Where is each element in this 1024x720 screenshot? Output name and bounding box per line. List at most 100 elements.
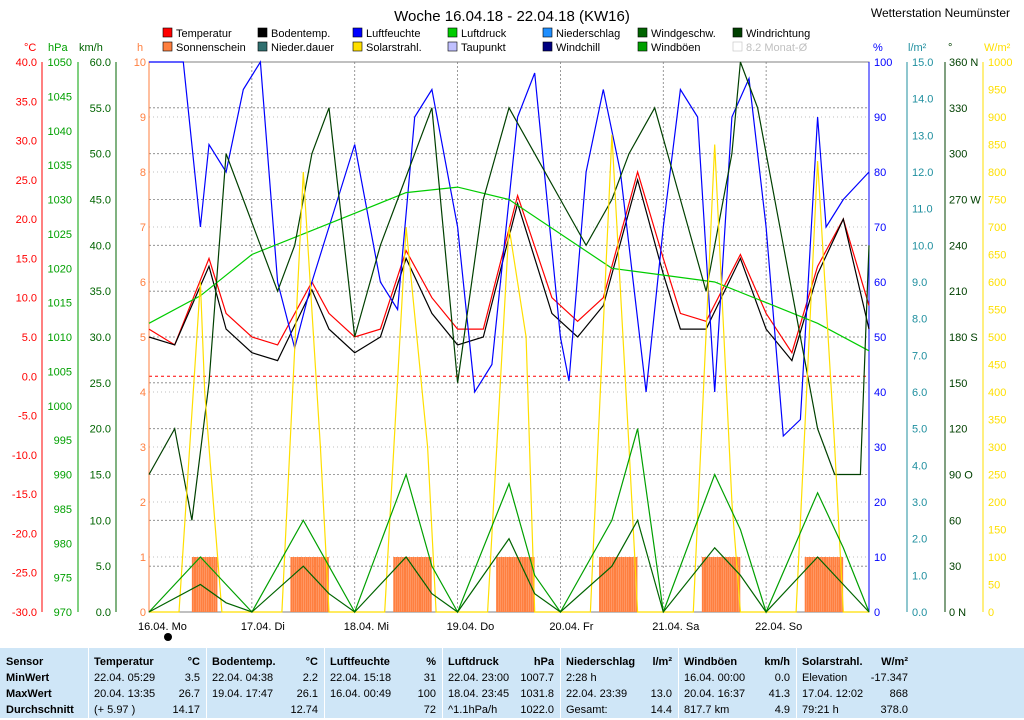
tick-wm2: 0 bbox=[988, 607, 994, 619]
sunshine-bar bbox=[194, 557, 196, 612]
tick-kmh: 30.0 bbox=[90, 332, 111, 344]
sunshine-bar bbox=[427, 557, 430, 612]
stats-value-row: 18.04. 23:45 1031.8 bbox=[448, 688, 554, 704]
tick-hpa: 1020 bbox=[48, 263, 72, 275]
stats-column-unit: % bbox=[426, 656, 436, 668]
axis-unit-labels: °C hPa km/h h% l/m² ° W/m² bbox=[24, 42, 1011, 54]
tick-hpa: 975 bbox=[54, 573, 72, 585]
stats-value-label: Elevation bbox=[802, 672, 848, 684]
stats-column-unit: °C bbox=[187, 656, 200, 668]
stats-value-label: 20.04. 13:35 bbox=[94, 688, 156, 700]
stats-value-row: 16.04. 00:00 0.0 bbox=[684, 672, 790, 688]
sunshine-bar bbox=[824, 557, 826, 612]
sunshine-bar bbox=[515, 557, 518, 612]
sunshine-bar bbox=[322, 557, 325, 612]
stats-column-name: Luftdruck bbox=[448, 656, 499, 668]
axes: 40.035.030.025.020.015.010.05.00.0-5.0-1… bbox=[12, 57, 1013, 619]
tick-wm2: 150 bbox=[988, 525, 1006, 537]
sunshine-bar bbox=[429, 557, 432, 612]
stats-value: 41.3 bbox=[768, 688, 790, 700]
stats-column-unit: °C bbox=[305, 656, 318, 668]
tick-kmh: 20.0 bbox=[90, 424, 111, 436]
stats-value-row: 72 bbox=[330, 704, 436, 720]
sunshine-bar bbox=[836, 557, 839, 612]
tick-wm2: 750 bbox=[988, 195, 1006, 207]
sunshine-bar bbox=[502, 557, 505, 612]
sunshine-bar bbox=[519, 557, 522, 612]
tick-pct: 90 bbox=[874, 112, 886, 124]
tick-kmh: 10.0 bbox=[90, 515, 111, 527]
sunshine-bar bbox=[521, 557, 524, 612]
stats-value-row: 20.04. 16:37 41.3 bbox=[684, 688, 790, 704]
sunshine-bar bbox=[202, 557, 205, 612]
stats-column: Luftdruck hPa 22.04. 23:00 1007.7 18.04. 23:… bbox=[442, 648, 560, 718]
sunshine-bar bbox=[320, 557, 323, 612]
unit-label-h: h bbox=[137, 42, 143, 54]
sunshine-bar bbox=[706, 557, 709, 612]
tick-hpa: 1035 bbox=[48, 160, 72, 172]
sunshine-bar bbox=[727, 557, 730, 612]
stats-value-label: 17.04. 12:02 bbox=[802, 688, 864, 700]
sunshine-bar bbox=[397, 557, 400, 612]
legend-label: Windböen bbox=[651, 42, 701, 54]
day-label: 20.04. Fr bbox=[549, 621, 593, 633]
sunshine-bar bbox=[622, 557, 625, 612]
sunshine-bar bbox=[633, 557, 636, 612]
stats-value-label: 20.04. 16:37 bbox=[684, 688, 746, 700]
tick-deg: 180 S bbox=[949, 332, 978, 344]
sunshine-bar bbox=[729, 557, 732, 612]
legend-label: 8.2 Monat-Ø bbox=[746, 42, 808, 54]
tick-wm2: 1000 bbox=[988, 57, 1012, 69]
tick-lm2: 0.0 bbox=[912, 607, 927, 619]
tick-hpa: 1040 bbox=[48, 126, 72, 138]
sunshine-bar bbox=[314, 557, 316, 612]
sunshine-bar bbox=[834, 557, 837, 612]
unit-label-wm2: W/m² bbox=[984, 42, 1011, 54]
tick-deg: 30 bbox=[949, 561, 961, 573]
stats-column-name: Luftfeuchte bbox=[330, 656, 390, 668]
stats-value-label: 22.04. 23:00 bbox=[448, 672, 510, 684]
tick-hpa: 1015 bbox=[48, 298, 72, 310]
tick-h: 4 bbox=[140, 387, 146, 399]
stats-column: Luftfeuchte% 22.04. 15:18 31 16.04. 00:49 10… bbox=[324, 648, 442, 718]
series-temperatur bbox=[148, 169, 870, 355]
tick-h: 2 bbox=[140, 497, 146, 509]
tick-kmh: 55.0 bbox=[90, 103, 111, 115]
sunshine-bars bbox=[191, 557, 844, 612]
sunshine-bar bbox=[528, 557, 531, 612]
sunshine-bar bbox=[500, 557, 503, 612]
station-name: Wetterstation Neumünster bbox=[871, 6, 1010, 20]
tick-lm2: 8.0 bbox=[912, 314, 927, 326]
sunshine-bar bbox=[511, 557, 514, 612]
sunshine-bar bbox=[725, 557, 728, 612]
tick-hpa: 1050 bbox=[48, 57, 72, 69]
series-luftfeuchte bbox=[149, 60, 870, 438]
sunshine-bar bbox=[204, 557, 207, 612]
sunshine-bar bbox=[821, 557, 824, 612]
stats-value-row: 12.74 bbox=[212, 704, 318, 720]
stats-value: 31 bbox=[423, 672, 436, 684]
tick-temp: 10.0 bbox=[16, 293, 37, 305]
sunshine-bar bbox=[517, 557, 520, 612]
tick-temp: -20.0 bbox=[12, 528, 37, 540]
stats-row: MaxWert bbox=[6, 688, 82, 704]
legend-swatch bbox=[447, 41, 458, 52]
tick-lm2: 9.0 bbox=[912, 277, 927, 289]
unit-label-hpa: hPa bbox=[48, 42, 68, 54]
stats-header: Solarstrahl. W/m² bbox=[802, 656, 908, 672]
legend-swatch bbox=[352, 41, 363, 52]
tick-wm2: 350 bbox=[988, 415, 1006, 427]
stats-value-row: 22.04. 05:29 3.5 bbox=[94, 672, 200, 688]
sunshine-bar bbox=[734, 557, 736, 612]
stats-value-row: 22.04. 04:38 2.2 bbox=[212, 672, 318, 688]
sunshine-bar bbox=[526, 557, 529, 612]
stats-column-unit: hPa bbox=[533, 656, 554, 668]
legend-swatch bbox=[637, 27, 648, 38]
tick-lm2: 5.0 bbox=[912, 424, 927, 436]
sunshine-bar bbox=[316, 557, 319, 612]
sunshine-bar bbox=[817, 557, 820, 612]
sunshine-bar bbox=[826, 557, 829, 612]
stats-value: 1022.0 bbox=[520, 704, 554, 716]
legend-swatch bbox=[542, 41, 553, 52]
day-label: 18.04. Mi bbox=[344, 621, 389, 633]
